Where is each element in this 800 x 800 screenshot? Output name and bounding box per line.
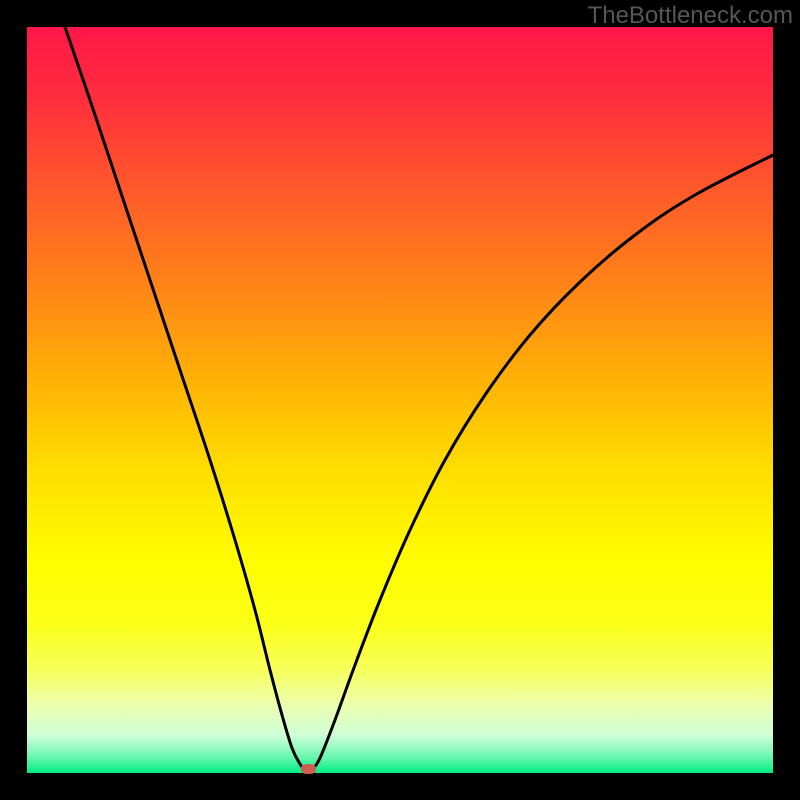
minimum-marker xyxy=(301,764,316,774)
plot-area xyxy=(27,27,773,773)
chart-container: TheBottleneck.com xyxy=(0,0,800,800)
watermark-text: TheBottleneck.com xyxy=(588,2,793,30)
